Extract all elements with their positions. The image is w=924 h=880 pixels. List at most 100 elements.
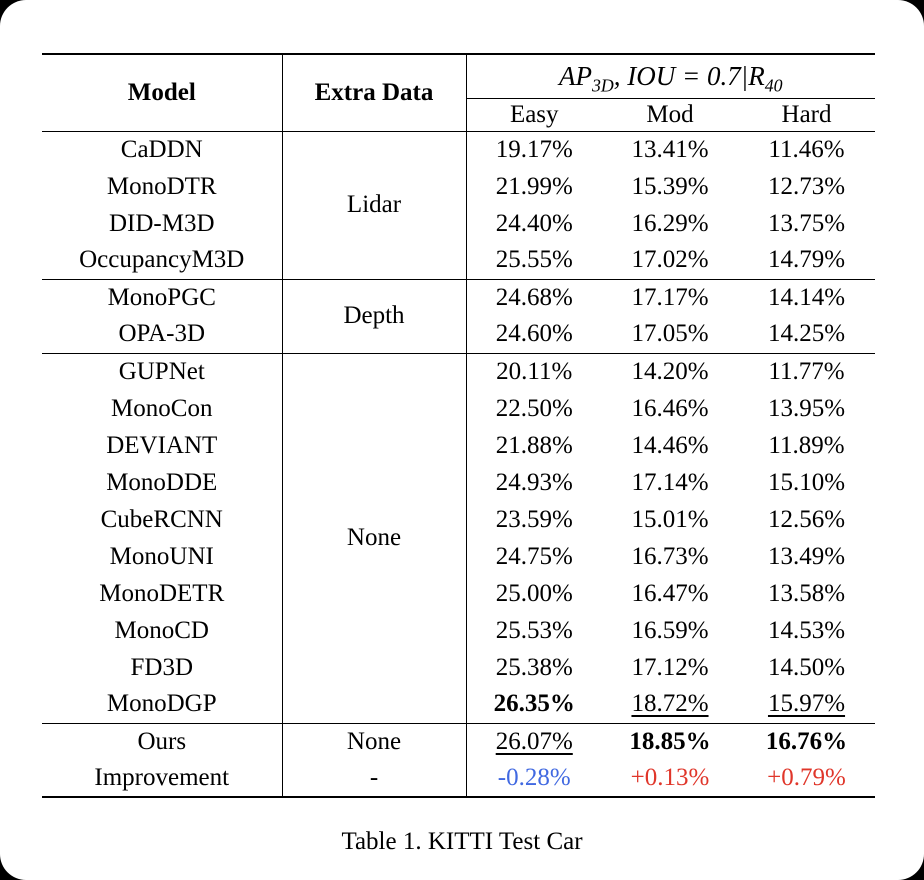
value-cell: 26.07% bbox=[466, 723, 602, 760]
value-cell: 21.99% bbox=[495, 172, 573, 200]
column-header-extra-data: Extra Data bbox=[282, 54, 467, 131]
value-cell: 25.55% bbox=[495, 246, 573, 274]
value-cell-positive: +0.79% bbox=[767, 764, 846, 791]
table-row: MonoDTR 21.99% 15.39% 12.73% bbox=[42, 168, 875, 205]
table-row: MonoDDE 24.93% 17.14% 15.10% bbox=[42, 464, 875, 501]
value-cell: 16.46% bbox=[631, 394, 709, 422]
model-cell: OPA-3D bbox=[42, 316, 283, 353]
value-cell: 17.02% bbox=[631, 246, 709, 274]
value-cell: 25.38% bbox=[495, 653, 573, 681]
value-cell: 13.75% bbox=[767, 209, 846, 237]
model-cell: MonoCD bbox=[42, 612, 283, 649]
value-cell-negative: -0.28% bbox=[497, 764, 571, 791]
table-row: OccupancyM3D 25.55% 17.02% 14.79% bbox=[42, 242, 875, 279]
group-none: GUPNet None 20.11% 14.20% 11.77% MonoCon… bbox=[42, 353, 876, 723]
metric-ap: AP bbox=[559, 60, 593, 91]
model-cell: MonoDGP bbox=[42, 686, 283, 723]
value-cell: 14.14% bbox=[767, 283, 846, 311]
model-cell: Improvement bbox=[42, 760, 283, 797]
table-row: MonoCon 22.50% 16.46% 13.95% bbox=[42, 390, 875, 427]
table-row: MonoDGP 26.35% 18.72% 15.97% bbox=[42, 686, 875, 723]
value-cell: 16.73% bbox=[631, 542, 709, 570]
model-cell: GUPNet bbox=[42, 353, 283, 390]
metric-r-subscript: 40 bbox=[764, 75, 783, 96]
model-cell: Ours bbox=[42, 723, 283, 760]
value-cell: 13.41% bbox=[631, 135, 709, 163]
value-cell: 21.88% bbox=[495, 431, 573, 459]
table-caption: Table 1. KITTI Test Car bbox=[341, 828, 583, 855]
table-row: CubeRCNN 23.59% 15.01% 12.56% bbox=[42, 501, 875, 538]
value-cell: 24.40% bbox=[495, 209, 573, 237]
table-row: OPA-3D 24.60% 17.05% 14.25% bbox=[42, 316, 875, 353]
model-cell: MonoDTR bbox=[42, 168, 283, 205]
extra-data-cell: Lidar bbox=[282, 131, 467, 279]
model-cell: DID-M3D bbox=[42, 205, 283, 242]
model-cell: DEVIANT bbox=[42, 427, 283, 464]
value-cell: 14.50% bbox=[767, 653, 846, 681]
column-header-easy: Easy bbox=[509, 100, 559, 128]
metric-r: R bbox=[748, 60, 765, 91]
extra-data-cell: - bbox=[282, 760, 467, 797]
value-cell: 13.58% bbox=[767, 579, 846, 607]
value-cell: 25.53% bbox=[495, 616, 573, 644]
value-cell: 13.95% bbox=[767, 394, 846, 422]
table-row: FD3D 25.38% 17.12% 14.50% bbox=[42, 649, 875, 686]
model-cell: CubeRCNN bbox=[42, 501, 283, 538]
underlined-value: 18.72% bbox=[631, 690, 709, 718]
table-row: DEVIANT 21.88% 14.46% 11.89% bbox=[42, 427, 875, 464]
value-cell: 11.46% bbox=[768, 135, 845, 163]
model-cell: MonoDDE bbox=[42, 464, 283, 501]
extra-data-cell: Depth bbox=[282, 279, 467, 353]
value-cell: 23.59% bbox=[495, 505, 573, 533]
metric-mid: , IOU = 0.7| bbox=[613, 60, 749, 91]
value-cell: 11.77% bbox=[768, 357, 845, 385]
value-cell: 15.10% bbox=[767, 468, 846, 496]
value-cell: 18.85% bbox=[629, 727, 711, 755]
group-depth: MonoPGC Depth 24.68% 17.17% 14.14% OPA-3… bbox=[42, 279, 876, 353]
table-row: CaDDN Lidar 19.17% 13.41% 11.46% bbox=[42, 131, 875, 279]
model-cell: MonoUNI bbox=[42, 538, 283, 575]
group-lidar: CaDDN Lidar 19.17% 13.41% 11.46% MonoDTR… bbox=[42, 131, 876, 279]
value-cell: 24.68% bbox=[495, 283, 573, 311]
model-cell: OccupancyM3D bbox=[42, 242, 283, 279]
value-cell: 25.00% bbox=[495, 579, 573, 607]
value-cell: 14.53% bbox=[767, 616, 846, 644]
value-cell-positive: +0.13% bbox=[630, 764, 710, 791]
value-cell: 16.47% bbox=[631, 579, 709, 607]
model-cell: MonoPGC bbox=[42, 279, 283, 316]
column-header-mod: Mod bbox=[646, 100, 694, 128]
table-row: MonoDETR 25.00% 16.47% 13.58% bbox=[42, 575, 875, 612]
group-ours: Ours None 26.07% 18.85% 16.76% Improveme… bbox=[42, 723, 876, 797]
value-cell: 17.12% bbox=[631, 653, 709, 681]
value-cell: 13.49% bbox=[767, 542, 846, 570]
value-cell: 24.60% bbox=[495, 320, 573, 348]
column-header-hard: Hard bbox=[781, 100, 832, 128]
table-header: Model Extra Data AP3D, IOU = 0.7|R40 Eas… bbox=[42, 54, 876, 131]
value-cell: 17.14% bbox=[631, 468, 709, 496]
underlined-value: 26.07% bbox=[495, 727, 573, 755]
value-cell: 18.72% bbox=[602, 686, 738, 723]
value-cell: 12.56% bbox=[767, 505, 846, 533]
value-cell: 26.35% bbox=[493, 690, 575, 718]
value-cell: 14.25% bbox=[767, 320, 846, 348]
model-cell: FD3D bbox=[42, 649, 283, 686]
value-cell: 16.59% bbox=[631, 616, 709, 644]
extra-data-cell: None bbox=[282, 723, 467, 760]
table-row: DID-M3D 24.40% 16.29% 13.75% bbox=[42, 205, 875, 242]
results-table: Model Extra Data AP3D, IOU = 0.7|R40 Eas… bbox=[42, 53, 876, 798]
value-cell: 16.76% bbox=[765, 727, 848, 755]
value-cell: 20.11% bbox=[496, 357, 573, 385]
value-cell: 11.89% bbox=[768, 431, 845, 459]
value-cell: 14.20% bbox=[631, 357, 709, 385]
value-cell: 24.93% bbox=[495, 468, 573, 496]
value-cell: 16.29% bbox=[631, 209, 709, 237]
table-row: Ours None 26.07% 18.85% 16.76% bbox=[42, 723, 875, 760]
value-cell: 19.17% bbox=[495, 135, 573, 163]
value-cell: 14.79% bbox=[767, 246, 846, 274]
table-row: MonoPGC Depth 24.68% 17.17% 14.14% bbox=[42, 279, 875, 353]
value-cell: 15.97% bbox=[738, 686, 875, 723]
table-row: MonoUNI 24.75% 16.73% 13.49% bbox=[42, 538, 875, 575]
model-cell: MonoCon bbox=[42, 390, 283, 427]
column-header-metric: AP3D, IOU = 0.7|R40 bbox=[466, 54, 876, 99]
